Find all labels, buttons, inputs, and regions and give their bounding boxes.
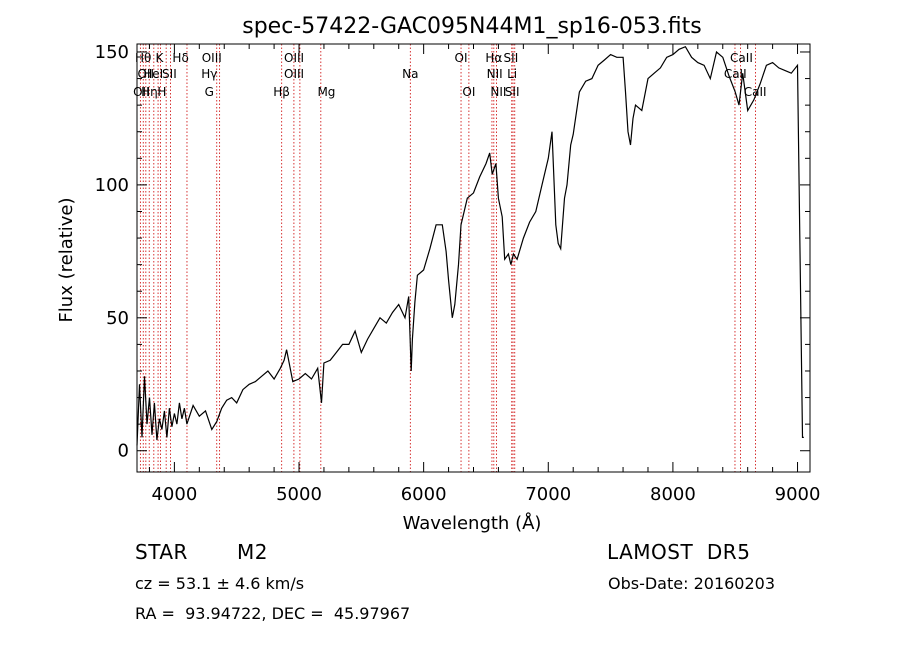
y-tick-label: 100 [95,175,129,196]
object-class: STAR [135,540,188,564]
spectral-line-label: HeI [143,67,163,81]
chart-title: spec-57422-GAC095N44M1_sp16-053.fits [242,14,702,39]
spectral-line-label: G [205,85,214,99]
spectral-line-label: K [155,51,164,65]
spectral-line-label: Hθ [135,51,151,65]
y-tick-label: 50 [106,308,129,329]
spectral-line-label: NII [490,85,506,99]
spectral-line-label: Hη [141,85,158,99]
y-tick-label: 0 [118,441,129,462]
spectral-subclass: M2 [237,540,268,564]
spectral-line-label: Hβ [273,85,290,99]
x-tick-label: 6000 [401,484,447,505]
y-axis-label: Flux (relative) [56,197,77,322]
spectral-line-label: SII [162,67,177,81]
spectral-line-label: Mg [317,85,335,99]
redshift-velocity: cz = 53.1 ± 4.6 km/s [135,574,305,593]
spectral-line-label: SII [504,51,519,65]
y-axis-ticks: 0 50 100 150 [95,42,810,462]
x-axis-label: Wavelength (Å) [403,512,542,534]
spectral-line-label: Li [507,67,517,81]
spectrum-series-line [136,45,804,446]
spectral-line-label: OIII [202,51,222,65]
observation-date: Obs-Date: 20160203 [608,574,776,593]
x-tick-label: 4000 [151,484,197,505]
spectral-line-label: OI [462,85,475,99]
coordinates: RA = 93.94722, DEC = 45.97967 [135,604,411,623]
spectral-line-label: OIII [284,67,304,81]
spectral-line-label: NII [487,67,503,81]
spectral-line-markers [139,44,756,472]
plot-frame [136,43,811,473]
spectral-line-label: OIII [284,51,304,65]
spectral-line-label: Hγ [201,67,217,81]
spectral-line-label: CaII [730,51,753,65]
y-tick-label: 150 [95,42,129,63]
spectral-line-label: CaII [744,85,767,99]
spectral-line-label: Na [402,67,418,81]
x-axis-ticks: 4000 5000 6000 7000 8000 9000 [148,44,821,505]
spectral-line-label: Hδ [172,51,188,65]
spectral-line-label: OII [137,67,154,81]
x-tick-label: 7000 [525,484,571,505]
spectral-line-label: Hα [485,51,502,65]
spectral-line-label: OI [455,51,468,65]
x-tick-label: 9000 [775,484,821,505]
x-tick-label: 8000 [650,484,696,505]
x-tick-label: 5000 [276,484,322,505]
spectral-line-label: H [157,85,166,99]
survey-name: LAMOST DR5 [607,540,751,564]
spectral-line-label: SII [505,85,520,99]
